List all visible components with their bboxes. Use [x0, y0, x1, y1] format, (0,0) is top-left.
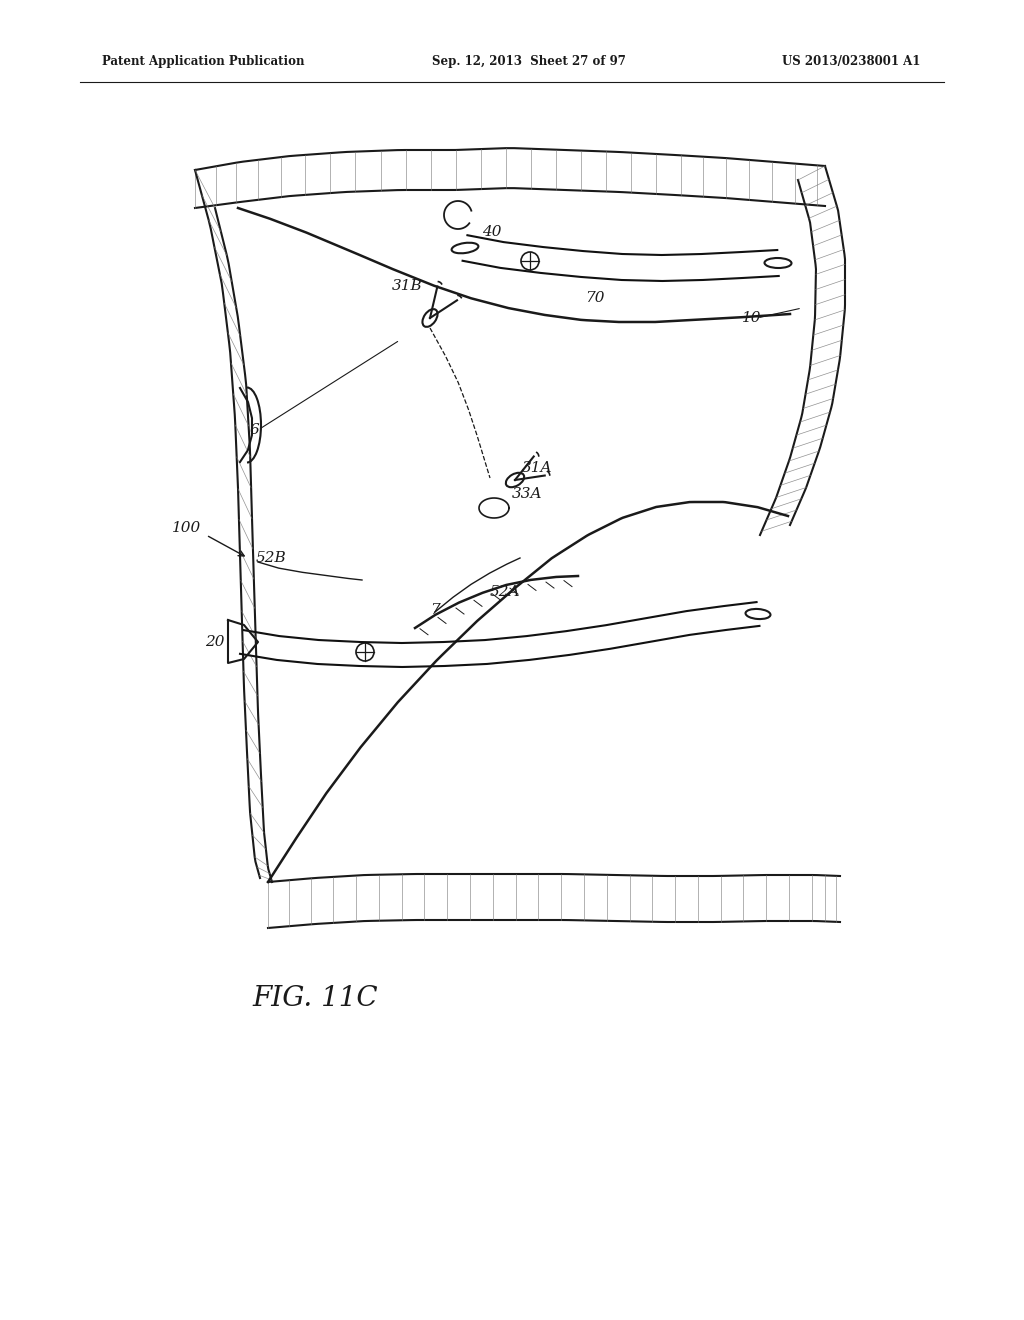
- Text: 6: 6: [250, 422, 260, 437]
- Text: 33A: 33A: [512, 487, 543, 502]
- Text: FIG. 11C: FIG. 11C: [252, 985, 378, 1011]
- Text: 52B: 52B: [256, 550, 287, 565]
- Text: 40: 40: [482, 224, 502, 239]
- Text: 20: 20: [205, 635, 224, 649]
- Text: 10: 10: [742, 312, 762, 325]
- Text: 7: 7: [430, 603, 439, 616]
- Text: US 2013/0238001 A1: US 2013/0238001 A1: [782, 55, 921, 69]
- Text: 100: 100: [172, 521, 202, 535]
- Text: Sep. 12, 2013  Sheet 27 of 97: Sep. 12, 2013 Sheet 27 of 97: [432, 55, 626, 69]
- Text: 31A: 31A: [522, 461, 553, 475]
- Text: Patent Application Publication: Patent Application Publication: [102, 55, 304, 69]
- Text: 52A: 52A: [490, 585, 520, 599]
- Text: 70: 70: [585, 290, 604, 305]
- Text: 31B: 31B: [392, 279, 423, 293]
